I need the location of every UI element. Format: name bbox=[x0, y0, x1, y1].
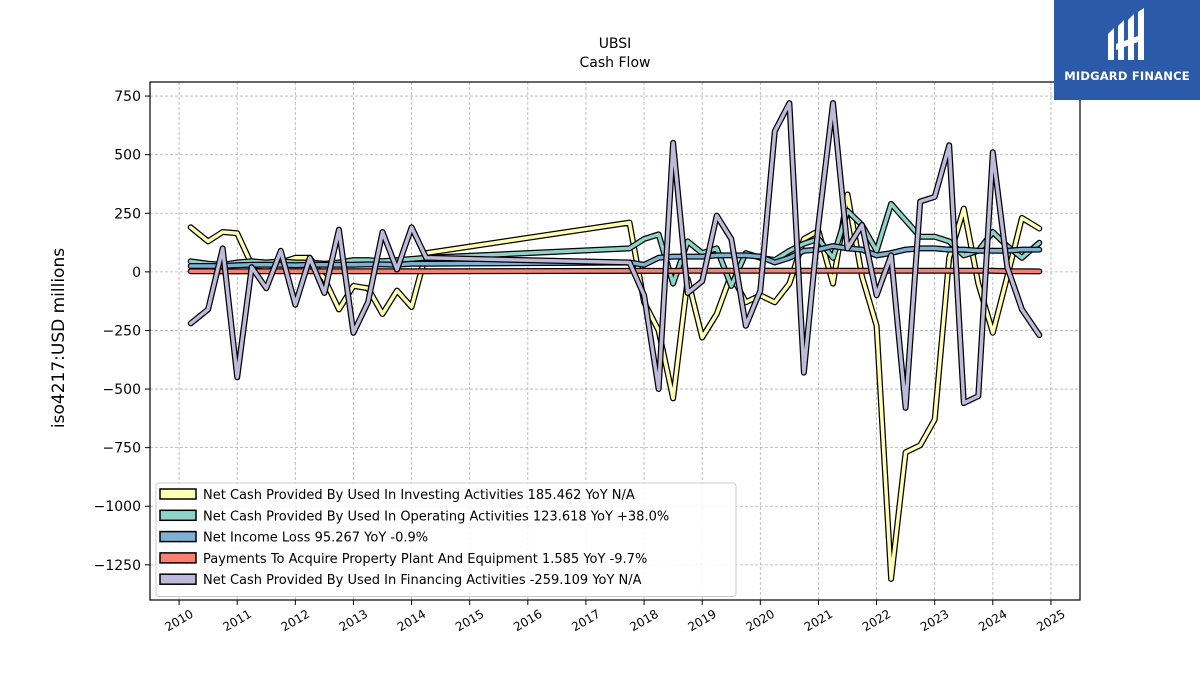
logo-mark-icon bbox=[1108, 8, 1144, 60]
y-tick-label: 0 bbox=[132, 265, 141, 281]
x-tick-label: 2025 bbox=[1034, 607, 1067, 634]
x-tick-label: 2014 bbox=[395, 607, 428, 634]
legend-swatch bbox=[159, 573, 197, 585]
y-axis-label: iso4217:USD millions bbox=[49, 248, 69, 428]
chart-subtitle: Cash Flow bbox=[580, 55, 651, 71]
y-tick-label: 250 bbox=[114, 206, 141, 222]
x-tick-label: 2024 bbox=[976, 607, 1009, 634]
y-tick-label: −1250 bbox=[94, 558, 141, 574]
legend-swatch bbox=[159, 488, 197, 500]
series-outline bbox=[187, 100, 1043, 411]
x-tick-label: 2018 bbox=[627, 607, 660, 634]
y-tick-label: −250 bbox=[103, 323, 141, 339]
y-tick-label: −1000 bbox=[94, 499, 141, 515]
x-tick-label: 2012 bbox=[279, 607, 312, 634]
x-tick-label: 2021 bbox=[802, 607, 835, 634]
legend-swatch bbox=[159, 530, 197, 543]
series-line bbox=[188, 192, 1042, 581]
x-tick-label: 2016 bbox=[511, 607, 544, 634]
logo-text: MIDGARD FINANCE bbox=[1064, 69, 1190, 83]
x-tick-label: 2019 bbox=[685, 607, 718, 634]
x-tick-label: 2011 bbox=[220, 607, 253, 634]
legend: Net Cash Provided By Used In Investing A… bbox=[155, 482, 737, 597]
y-tick-label: −750 bbox=[103, 441, 141, 457]
legend-box bbox=[155, 482, 737, 597]
y-tick-label: −500 bbox=[103, 382, 141, 398]
chart-title: UBSI bbox=[599, 36, 632, 52]
legend-entry: Payments To Acquire Property Plant And E… bbox=[203, 552, 647, 567]
y-tick-label: 750 bbox=[114, 89, 141, 105]
x-tick-label: 2010 bbox=[162, 607, 195, 634]
plot-area-frame bbox=[149, 81, 1081, 601]
x-tick-label: 2015 bbox=[453, 607, 486, 634]
x-tick-label: 2020 bbox=[744, 607, 777, 634]
series-lines bbox=[187, 100, 1043, 582]
legend-entry: Net Income Loss 95.267 YoY -0.9% bbox=[203, 531, 428, 546]
x-tick-label: 2022 bbox=[860, 607, 893, 634]
series-line bbox=[188, 101, 1042, 410]
legend-entry: Net Cash Provided By Used In Financing A… bbox=[203, 573, 642, 588]
x-tick-label: 2013 bbox=[337, 607, 370, 634]
y-tick-label: 500 bbox=[114, 148, 141, 164]
legend-swatch bbox=[159, 509, 197, 522]
x-tick-label: 2017 bbox=[569, 607, 602, 634]
legend-entry: Net Cash Provided By Used In Investing A… bbox=[203, 488, 635, 503]
legend-swatch bbox=[159, 552, 197, 564]
midgard-finance-logo: MIDGARD FINANCE bbox=[1054, 0, 1200, 100]
x-tick-label: 2023 bbox=[918, 607, 951, 634]
legend-entry: Net Cash Provided By Used In Operating A… bbox=[203, 509, 669, 524]
